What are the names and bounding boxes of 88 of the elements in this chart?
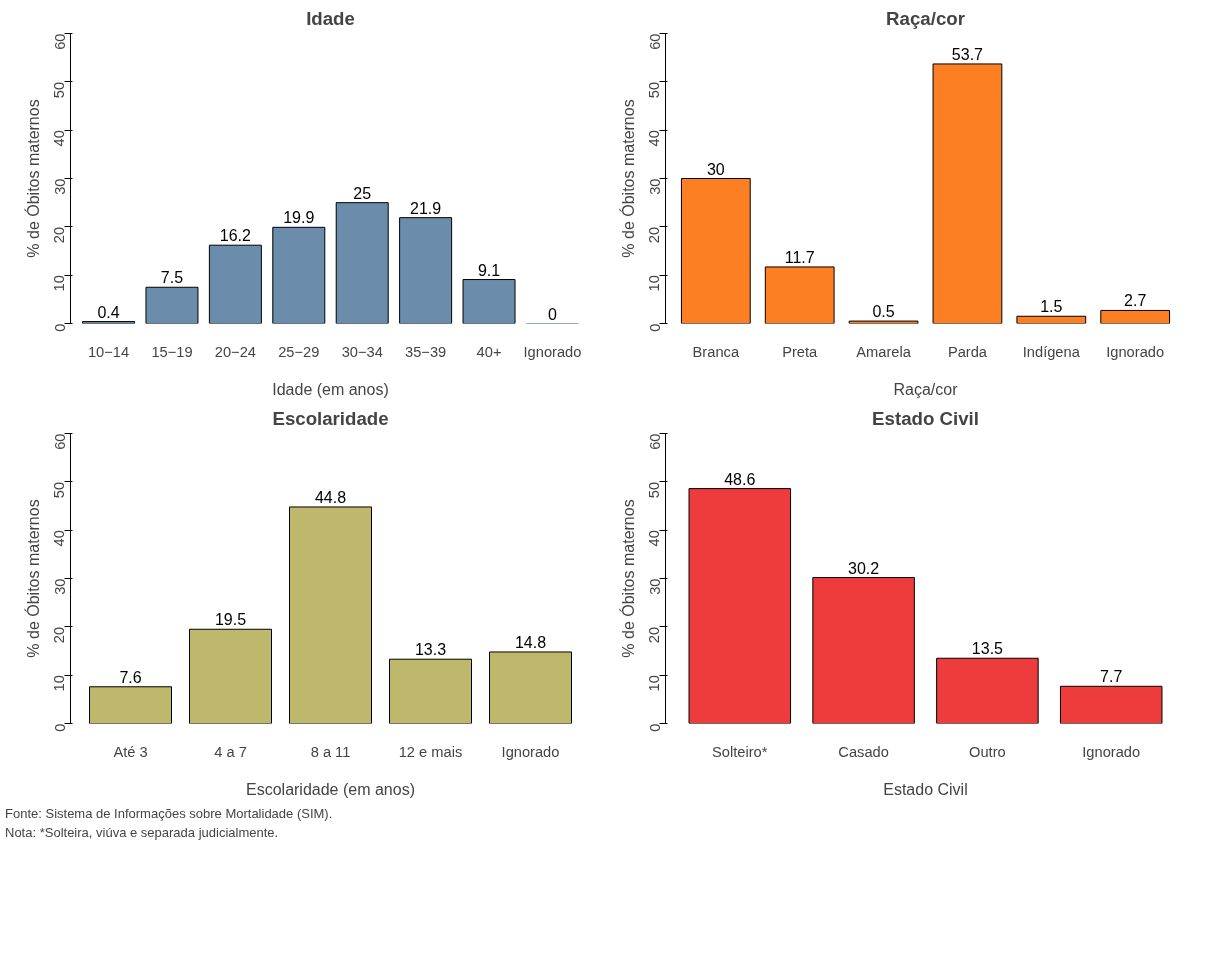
chart-title: Idade	[306, 7, 355, 29]
y-tick-label: 50	[51, 481, 68, 499]
x-axis-title: Escolaridade (em anos)	[246, 780, 415, 798]
y-axis-title: % de Óbitos maternos	[618, 499, 637, 658]
data-label: 25	[353, 184, 372, 202]
data-label: 16.2	[219, 227, 252, 245]
data-label: 7.5	[160, 269, 184, 287]
chart-title: Estado Civil	[872, 407, 979, 429]
x-tick-label: 25−29	[278, 343, 320, 360]
data-label: 0.4	[97, 303, 120, 321]
text: Nota: *Solteira, viúva e separada judicialmente.	[5, 824, 279, 840]
x-tick-label: Ignorado	[1106, 343, 1165, 360]
y-tick-label: 50	[646, 81, 663, 99]
x-tick-label: Até 3	[113, 743, 148, 760]
data-label: 30	[706, 160, 725, 178]
y-tick-label: 30	[646, 578, 663, 595]
x-tick-label: 4 a 7	[214, 743, 247, 760]
x-tick-label: Indígena	[1022, 343, 1081, 360]
chart-title: Raça/cor	[886, 7, 965, 29]
data-label: 11.7	[784, 248, 815, 266]
x-tick-label: 30−34	[341, 343, 383, 360]
data-label: 19.5	[214, 611, 247, 629]
data-label: 53.7	[951, 45, 984, 63]
x-tick-label: 12 e mais	[398, 743, 463, 760]
x-tick-label: Ignorado	[523, 343, 582, 360]
source-note: Fonte: Sistema de Informações sobre Mortalidade (SIM).	[5, 806, 333, 821]
y-tick-label: 10	[51, 675, 68, 692]
y-tick-label: 20	[646, 626, 663, 644]
y-tick-label: 60	[51, 33, 68, 50]
y-tick-label: 40	[51, 130, 68, 147]
y-tick-label: 60	[646, 433, 663, 450]
y-tick-label: 50	[646, 481, 663, 499]
x-axis-title: Idade (em anos)	[272, 380, 389, 398]
y-tick-label: 20	[51, 626, 68, 644]
x-tick-label: Ignorado	[501, 743, 560, 760]
data-label: 0	[548, 305, 557, 323]
data-label: 0.5	[872, 303, 895, 321]
y-tick-label: 20	[646, 226, 663, 244]
data-label: 19.9	[283, 209, 315, 227]
data-label: 13.3	[414, 641, 447, 659]
chart-title: Escolaridade	[272, 407, 389, 429]
y-tick-label: 40	[51, 530, 68, 547]
data-label: 48.6	[724, 470, 756, 488]
x-tick-label: 15−19	[151, 343, 193, 360]
x-tick-label: 35−39	[405, 343, 447, 360]
y-tick-label: 0	[646, 723, 663, 732]
y-tick-label: 60	[51, 433, 68, 450]
x-tick-label: Ignorado	[1082, 743, 1141, 760]
y-tick-label: 0	[646, 323, 663, 332]
x-tick-label: Preta	[782, 343, 819, 360]
y-tick-label: 10	[646, 275, 663, 292]
y-tick-label: 30	[646, 178, 663, 195]
x-tick-label: 20−24	[214, 343, 256, 360]
y-tick-label: 10	[51, 275, 68, 292]
x-tick-label: Amarela	[856, 343, 912, 360]
x-tick-label: Parda	[947, 343, 988, 360]
x-tick-label: Outro	[969, 743, 1006, 760]
x-tick-label: Branca	[692, 343, 740, 360]
data-label: 14.8	[514, 633, 547, 651]
x-tick-label: 40+	[476, 343, 502, 360]
x-tick-label: 8 a 11	[310, 743, 351, 760]
y-axis-title: % de Óbitos maternos	[23, 99, 42, 258]
x-tick-label: 10−14	[87, 343, 130, 360]
x-tick-label: Casado	[838, 743, 889, 760]
y-axis-title: % de Óbitos maternos	[23, 499, 42, 658]
y-tick-label: 30	[51, 178, 68, 195]
x-axis-title: Estado Civil	[883, 780, 968, 798]
data-label: 1.5	[1040, 298, 1063, 316]
data-label: 7.7	[1100, 668, 1123, 686]
data-label: 21.9	[410, 199, 442, 217]
y-tick-label: 10	[646, 675, 663, 692]
y-tick-label: 20	[51, 226, 68, 244]
y-tick-label: 50	[51, 81, 68, 99]
y-axis-title: % de Óbitos maternos	[618, 99, 637, 258]
y-tick-label: 0	[51, 723, 68, 732]
data-label: 44.8	[314, 488, 347, 506]
y-tick-label: 40	[646, 530, 663, 547]
x-axis-title: Raça/cor	[893, 380, 959, 398]
y-tick-label: 60	[646, 33, 663, 50]
data-label: 30.2	[848, 559, 880, 577]
x-tick-label: Solteiro*	[712, 743, 768, 760]
data-label: 9.1	[477, 261, 501, 279]
y-tick-label: 0	[51, 323, 68, 332]
data-label: 13.5	[971, 640, 1004, 658]
data-label: 7.6	[119, 668, 142, 686]
y-tick-label: 40	[646, 130, 663, 147]
data-label: 2.7	[1124, 292, 1147, 310]
y-tick-label: 30	[51, 578, 68, 595]
